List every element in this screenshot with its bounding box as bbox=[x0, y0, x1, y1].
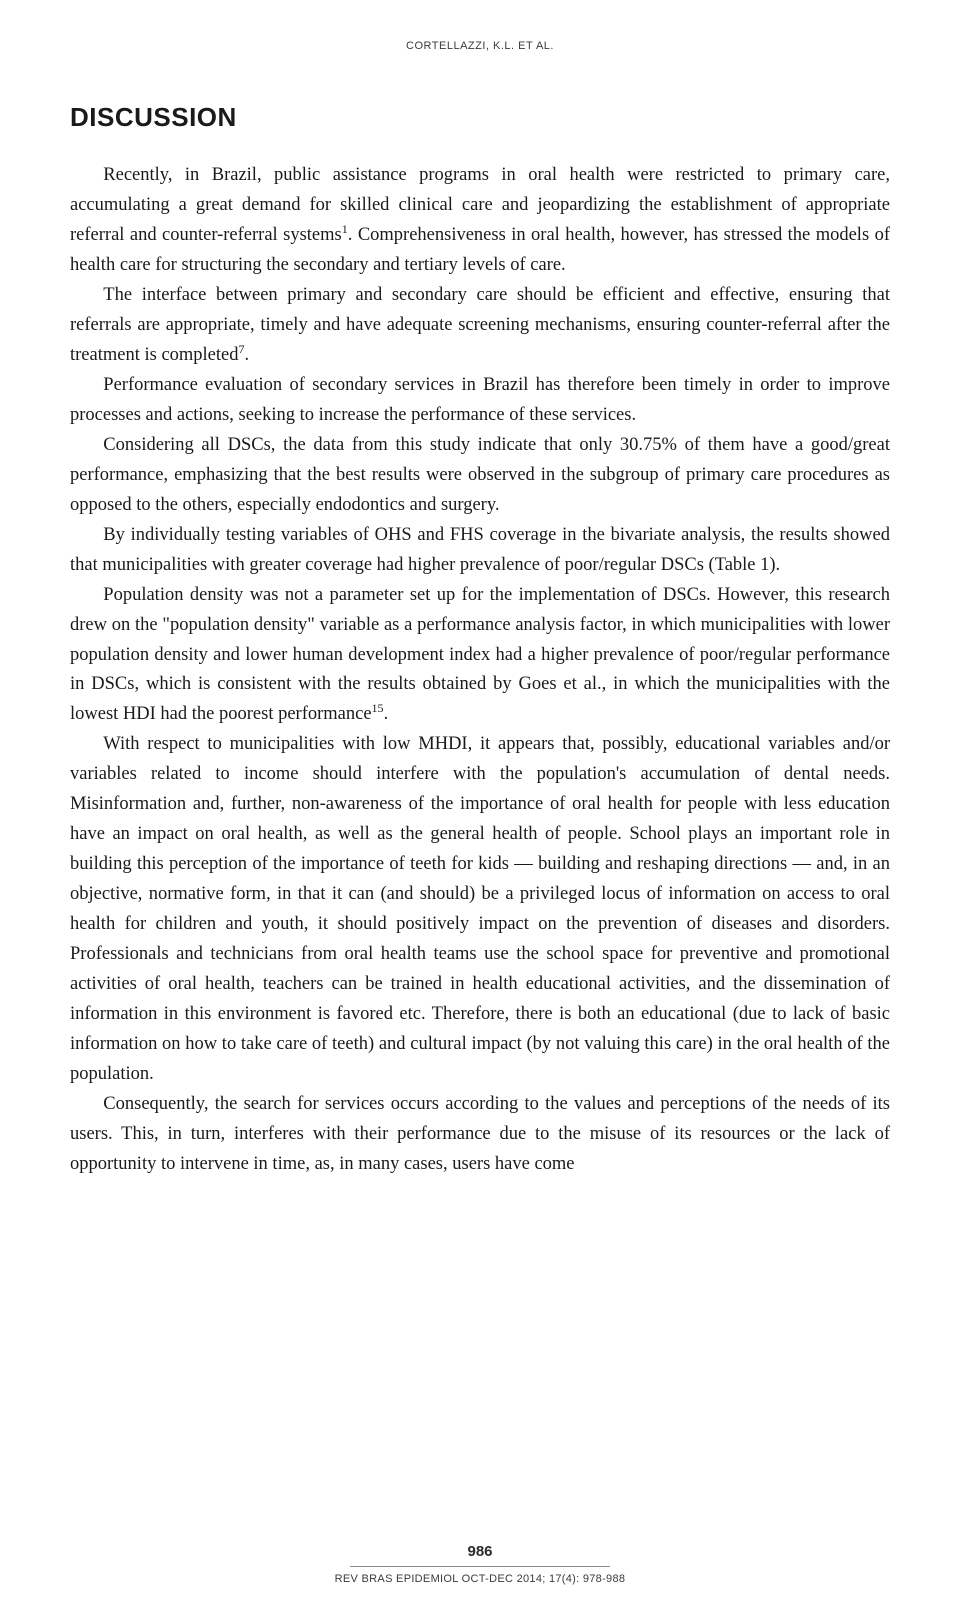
p2-text-b: . bbox=[245, 345, 250, 365]
paragraph-4: Considering all DSCs, the data from this… bbox=[70, 431, 890, 521]
p6-text-b: . bbox=[384, 704, 389, 724]
paragraph-8: Consequently, the search for services oc… bbox=[70, 1090, 890, 1180]
body-text: Recently, in Brazil, public assistance p… bbox=[70, 161, 890, 1180]
paragraph-5: By individually testing variables of OHS… bbox=[70, 521, 890, 581]
paragraph-2: The interface between primary and second… bbox=[70, 281, 890, 371]
paragraph-3: Performance evaluation of secondary serv… bbox=[70, 371, 890, 431]
paragraph-1: Recently, in Brazil, public assistance p… bbox=[70, 161, 890, 281]
p6-text-a: Population density was not a parameter s… bbox=[70, 585, 890, 725]
p2-text-a: The interface between primary and second… bbox=[70, 285, 890, 365]
paragraph-6: Population density was not a parameter s… bbox=[70, 581, 890, 731]
paragraph-7: With respect to municipalities with low … bbox=[70, 730, 890, 1090]
footer-rule bbox=[350, 1566, 610, 1567]
section-heading-discussion: DISCUSSION bbox=[70, 102, 890, 133]
p6-superscript: 15 bbox=[372, 701, 384, 715]
journal-citation: REV BRAS EPIDEMIOL OCT-DEC 2014; 17(4): … bbox=[0, 1573, 960, 1585]
page-number: 986 bbox=[0, 1543, 960, 1560]
running-head: CORTELLAZZI, K.L. ET AL. bbox=[70, 40, 890, 52]
page-footer: 986 REV BRAS EPIDEMIOL OCT-DEC 2014; 17(… bbox=[0, 1543, 960, 1585]
